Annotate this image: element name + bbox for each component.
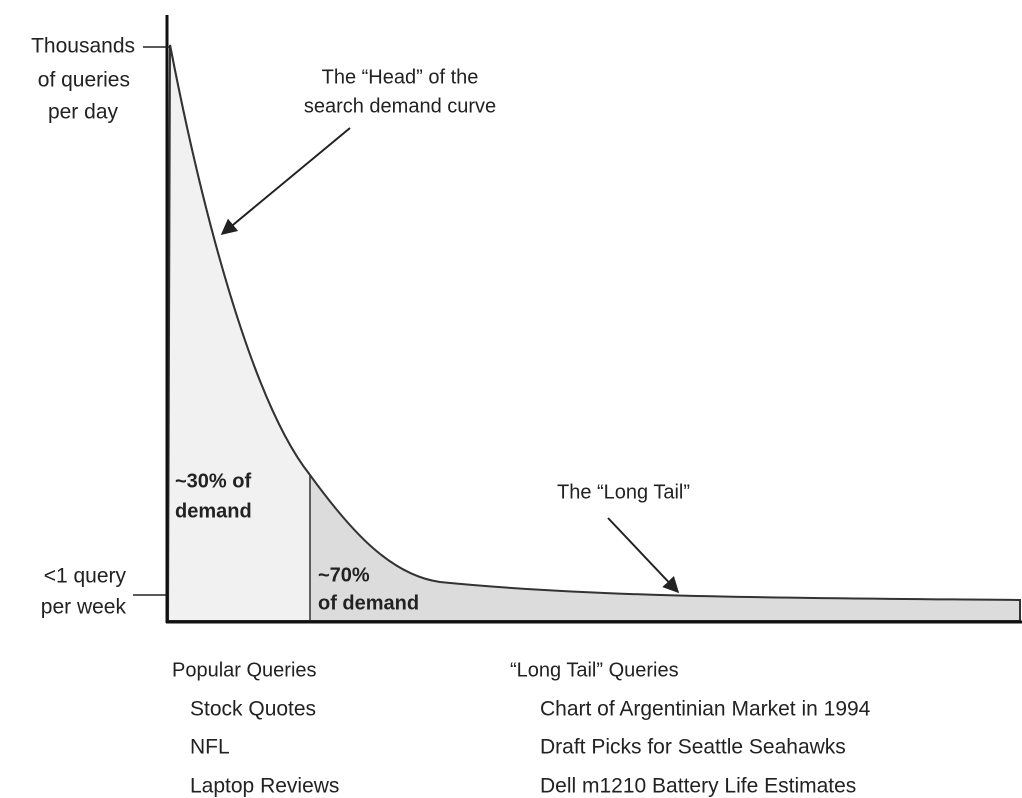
head-share: demand — [175, 500, 252, 522]
list-item: Chart of Argentinian Market in 1994 — [540, 698, 871, 721]
list-title: Popular Queries — [172, 659, 317, 681]
tail-share: ~70% — [318, 564, 370, 586]
head-share: ~30% of — [175, 470, 251, 492]
head-area — [166, 44, 310, 622]
y-bottom-label: per week — [41, 596, 127, 619]
tail-annotation: The “Long Tail” — [557, 481, 690, 503]
y-top-label: Thousands — [31, 35, 135, 58]
y-top-label: per day — [48, 101, 119, 124]
head-annotation: The “Head” of the — [322, 66, 479, 88]
tail-arrow — [607, 517, 680, 594]
list-item: Stock Quotes — [190, 698, 316, 721]
head-arrow — [220, 127, 351, 236]
list-item: Dell m1210 Battery Life Estimates — [540, 775, 856, 798]
y-bottom-label: <1 query — [44, 565, 127, 588]
list-item: Draft Picks for Seattle Seahawks — [540, 736, 846, 759]
list-item: NFL — [190, 736, 230, 759]
list-item: Laptop Reviews — [190, 775, 339, 798]
tail-share: of demand — [318, 592, 419, 614]
head-annotation: search demand curve — [304, 95, 496, 117]
list-title: “Long Tail” Queries — [510, 659, 679, 681]
y-top-label: of queries — [38, 69, 130, 92]
